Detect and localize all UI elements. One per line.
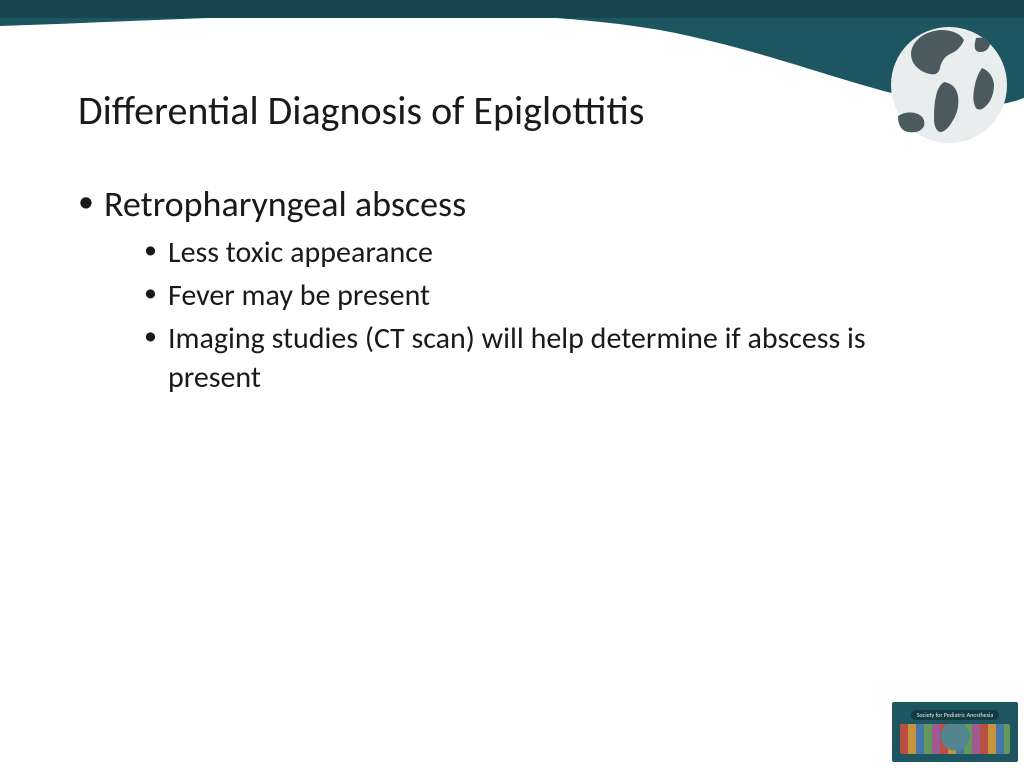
footer-org-name: Society for Pediatric Anesthesia (911, 710, 1000, 720)
bullet-level2: Imaging studies (CT scan) will help dete… (144, 319, 934, 397)
slide-body: Retropharyngeal abscess Less toxic appea… (78, 182, 934, 403)
footer-org-logo: Society for Pediatric Anesthesia (892, 702, 1018, 762)
bullet-level2: Less toxic appearance (144, 233, 934, 272)
bullet-level1: Retropharyngeal abscess Less toxic appea… (78, 182, 934, 397)
bullet-level2: Fever may be present (144, 276, 934, 315)
slide-title: Differential Diagnosis of Epiglottitis (78, 86, 644, 135)
globe-icon (884, 20, 1014, 150)
footer-logo-art (900, 724, 1010, 754)
bullet-text: Retropharyngeal abscess (104, 182, 466, 226)
